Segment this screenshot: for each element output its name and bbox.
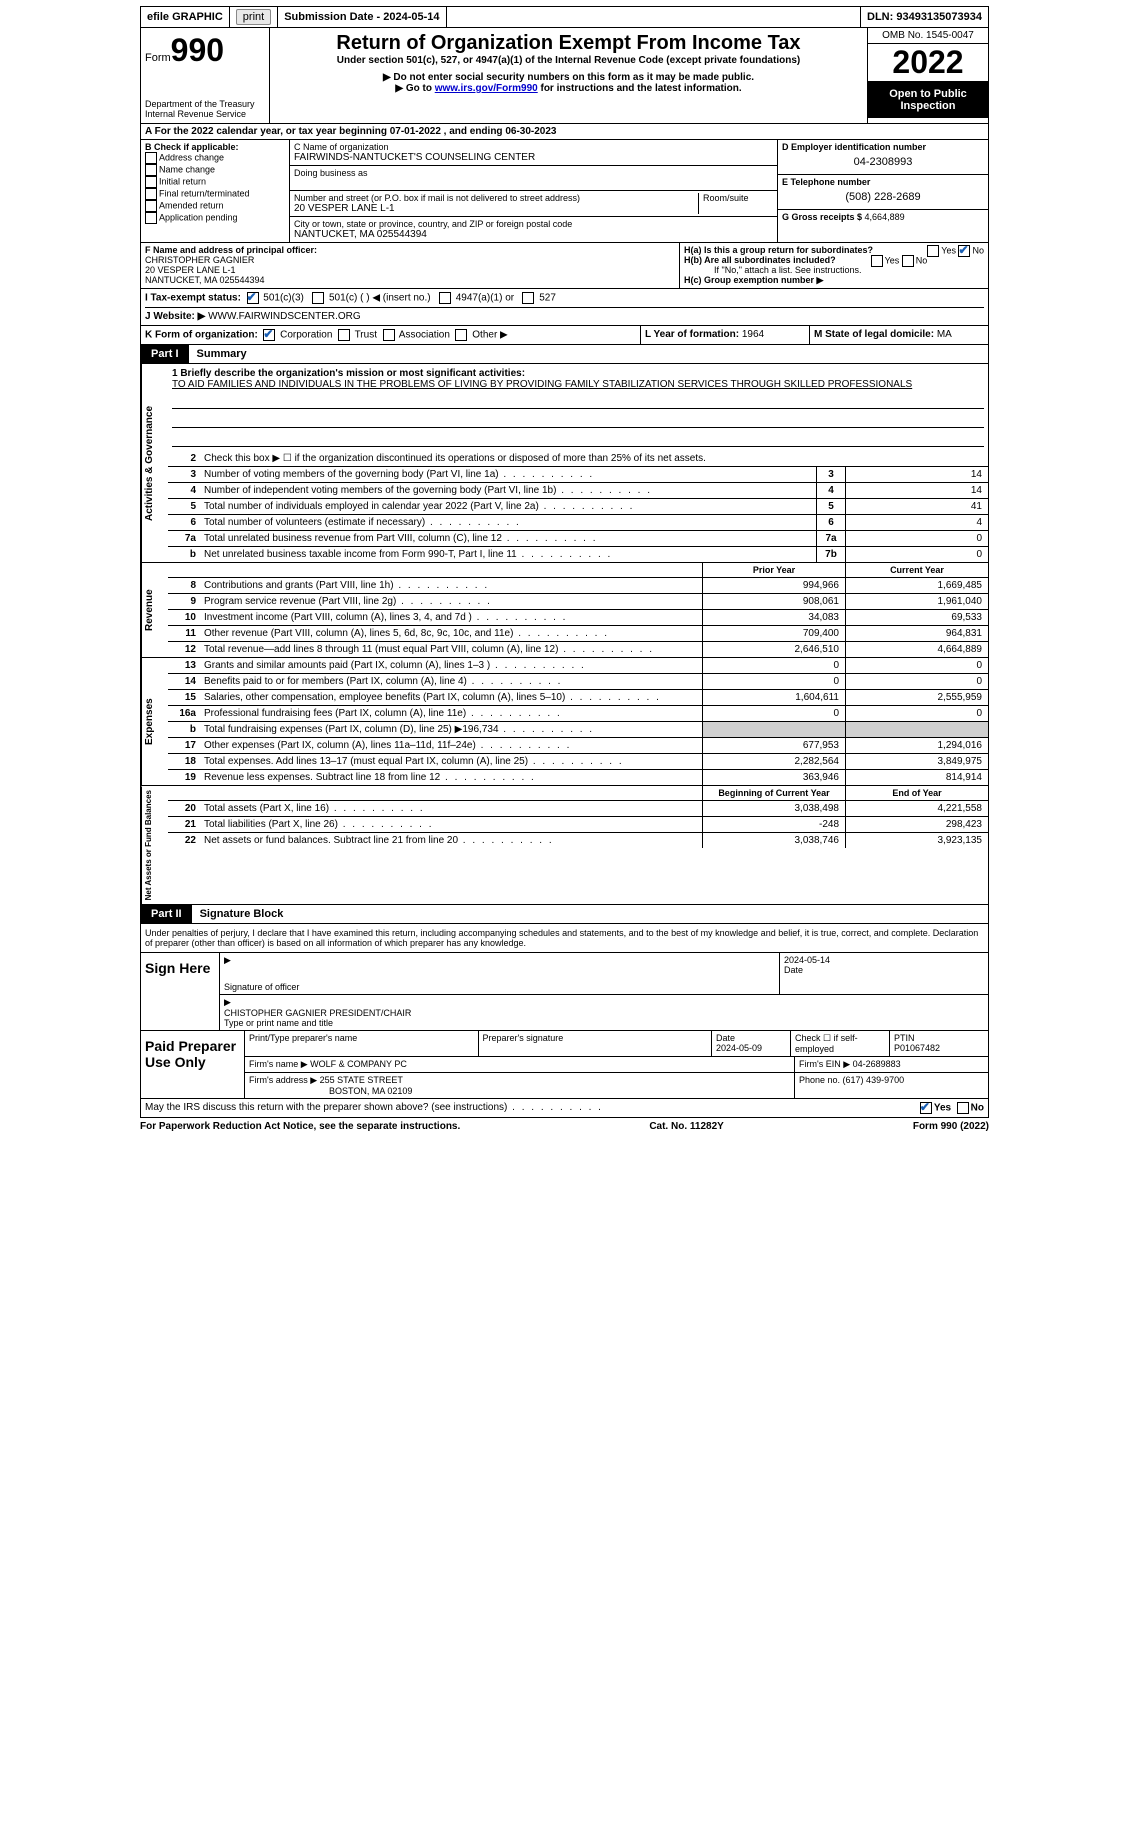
summary-line: 11Other revenue (Part VIII, column (A), … <box>168 626 988 642</box>
summary-line: 8Contributions and grants (Part VIII, li… <box>168 578 988 594</box>
form-title: Return of Organization Exempt From Incom… <box>274 32 863 55</box>
officer-name: CHRISTOPHER GAGNIER <box>145 255 254 265</box>
summary-line: bNet unrelated business taxable income f… <box>168 547 988 562</box>
summary-line: 6Total number of volunteers (estimate if… <box>168 515 988 531</box>
activities-governance: Activities & Governance 1 Briefly descri… <box>140 364 989 563</box>
mission-text: TO AID FAMILIES AND INDIVIDUALS IN THE P… <box>172 379 912 390</box>
tax-year: 2022 <box>868 44 988 82</box>
gross-receipts: 4,664,889 <box>865 212 905 222</box>
top-bar: efile GRAPHIC print Submission Date - 20… <box>140 6 989 28</box>
officer-block: F Name and address of principal officer:… <box>140 243 989 289</box>
form-note2: ▶ Go to www.irs.gov/Form990 for instruct… <box>274 83 863 94</box>
officer-typed-name: CHISTOPHER GAGNIER PRESIDENT/CHAIR <box>224 1008 984 1018</box>
efile-label: efile GRAPHIC <box>141 7 230 27</box>
net-assets-section: Net Assets or Fund Balances Beginning of… <box>140 786 989 905</box>
summary-line: 13Grants and similar amounts paid (Part … <box>168 658 988 674</box>
paid-preparer-block: Paid Preparer Use Only Print/Type prepar… <box>140 1031 989 1099</box>
part1-header: Part I Summary <box>140 345 989 364</box>
dln: DLN: 93493135073934 <box>861 7 988 27</box>
summary-line: 12Total revenue—add lines 8 through 11 (… <box>168 642 988 657</box>
ptin: P01067482 <box>894 1043 940 1053</box>
summary-line: 10Investment income (Part VIII, column (… <box>168 610 988 626</box>
form-number: Form990 <box>145 32 265 69</box>
summary-line: 18Total expenses. Add lines 13–17 (must … <box>168 754 988 770</box>
summary-line: 4Number of independent voting members of… <box>168 483 988 499</box>
dept-label: Department of the Treasury Internal Reve… <box>145 99 265 119</box>
org-name: FAIRWINDS-NANTUCKET'S COUNSELING CENTER <box>294 152 773 163</box>
summary-line: 20Total assets (Part X, line 16)3,038,49… <box>168 801 988 817</box>
footer-discuss: May the IRS discuss this return with the… <box>140 1099 989 1118</box>
revenue-section: Revenue Prior Year Current Year 8Contrib… <box>140 563 989 658</box>
firm-name: WOLF & COMPANY PC <box>310 1059 407 1069</box>
summary-line: 7aTotal unrelated business revenue from … <box>168 531 988 547</box>
ein: 04-2308993 <box>782 152 984 172</box>
omb-number: OMB No. 1545-0047 <box>868 28 988 44</box>
part2-header: Part II Signature Block <box>140 905 989 924</box>
summary-line: 21Total liabilities (Part X, line 26)-24… <box>168 817 988 833</box>
footer-paperwork: For Paperwork Reduction Act Notice, see … <box>140 1118 989 1135</box>
summary-line: 15Salaries, other compensation, employee… <box>168 690 988 706</box>
summary-line: 14Benefits paid to or for members (Part … <box>168 674 988 690</box>
summary-line: 9Program service revenue (Part VIII, lin… <box>168 594 988 610</box>
form-header: Form990 Department of the Treasury Inter… <box>140 28 989 124</box>
summary-line: 3Number of voting members of the governi… <box>168 467 988 483</box>
print-button[interactable]: print <box>236 9 271 25</box>
summary-line: 16aProfessional fundraising fees (Part I… <box>168 706 988 722</box>
section-b-checkboxes: B Check if applicable: Address change Na… <box>141 140 290 242</box>
form-subtitle: Under section 501(c), 527, or 4947(a)(1)… <box>274 55 863 66</box>
website: WWW.FAIRWINDSCENTER.ORG <box>205 311 360 322</box>
phone: (508) 228-2689 <box>782 187 984 207</box>
summary-line: 17Other expenses (Part IX, column (A), l… <box>168 738 988 754</box>
org-address: 20 VESPER LANE L-1 <box>294 203 698 214</box>
summary-line: 5Total number of individuals employed in… <box>168 499 988 515</box>
identity-block: B Check if applicable: Address change Na… <box>140 140 989 243</box>
open-to-public: Open to Public Inspection <box>868 82 988 118</box>
org-city: NANTUCKET, MA 025544394 <box>294 229 773 240</box>
signature-block: Under penalties of perjury, I declare th… <box>140 924 989 1031</box>
line-k: K Form of organization: Corporation Trus… <box>140 326 989 345</box>
line-i-j: I Tax-exempt status: 501(c)(3) 501(c) ( … <box>140 289 989 326</box>
irs-link[interactable]: www.irs.gov/Form990 <box>435 83 538 94</box>
summary-line: 22Net assets or fund balances. Subtract … <box>168 833 988 848</box>
form-note1: ▶ Do not enter social security numbers o… <box>274 72 863 83</box>
expenses-section: Expenses 13Grants and similar amounts pa… <box>140 658 989 786</box>
summary-line: bTotal fundraising expenses (Part IX, co… <box>168 722 988 738</box>
line-a-tax-year: A For the 2022 calendar year, or tax yea… <box>140 124 989 140</box>
submission-date: Submission Date - 2024-05-14 <box>278 7 446 27</box>
summary-line: 19Revenue less expenses. Subtract line 1… <box>168 770 988 785</box>
